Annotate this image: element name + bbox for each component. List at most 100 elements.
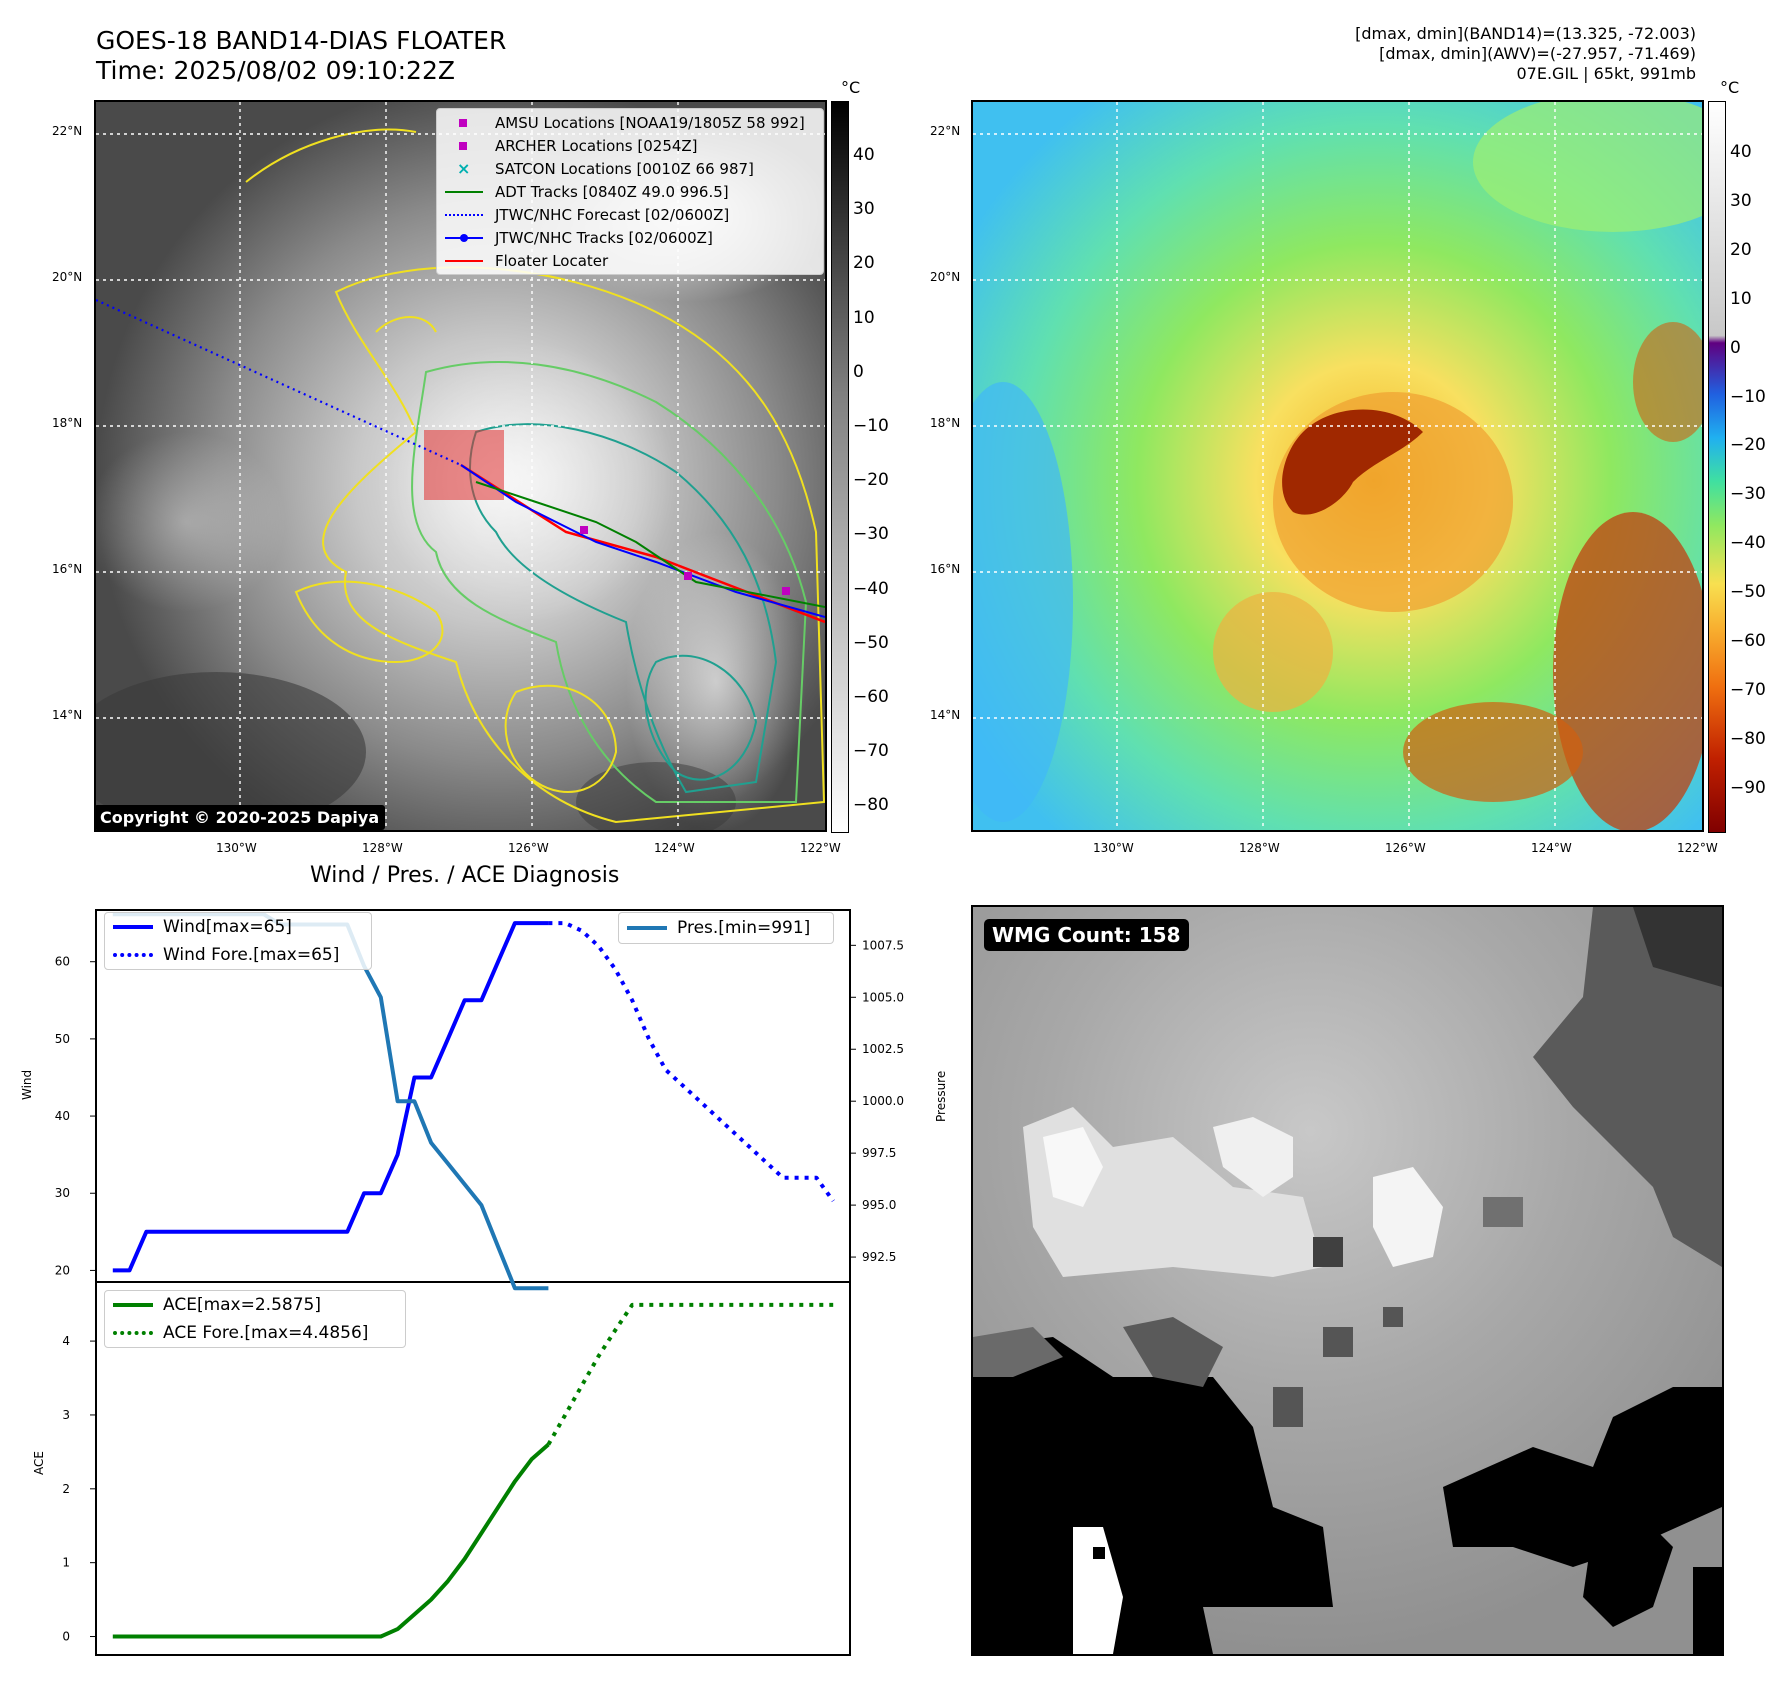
map-legend: AMSU Locations [NOAA19/1805Z 58 992] ARC… <box>436 108 824 275</box>
pressure-tick-label: 997.5 <box>862 1146 896 1160</box>
colorbar-tick-label: −80 <box>1730 728 1766 749</box>
pressure-tick-label: 1007.5 <box>862 938 904 952</box>
lat-label: 20°N <box>52 270 83 284</box>
colorbar-tick-label: 0 <box>1730 337 1741 358</box>
archer-marker <box>782 587 790 595</box>
legend-entry: ADT Tracks [0840Z 49.0 996.5] <box>437 180 823 203</box>
wind-forecast-line <box>548 921 835 1203</box>
lat-label: 18°N <box>52 416 83 430</box>
colorbar-tick-label: −10 <box>853 416 889 436</box>
pressure-tick-label: 1000.0 <box>862 1094 904 1108</box>
colorbar-tick-label: −40 <box>853 578 889 599</box>
legend-label: Pres.[min=991] <box>677 918 811 938</box>
legend-entry: Wind[max=65] <box>105 913 371 941</box>
lat-label: 14°N <box>52 708 83 722</box>
wind-tick-label: 60 <box>55 955 70 969</box>
lon-label: 126°W <box>1385 841 1426 855</box>
colorbar-unit: °C <box>1720 78 1740 97</box>
colorbar-tick-label: 0 <box>853 361 864 382</box>
legend-label: AMSU Locations [NOAA19/1805Z 58 992] <box>495 113 805 132</box>
legend-entry: ACE Fore.[max=4.4856] <box>105 1319 405 1347</box>
legend-entry: ARCHER Locations [0254Z] <box>437 134 823 157</box>
wind-tick-label: 50 <box>55 1032 70 1046</box>
legend-entry: JTWC/NHC Forecast [02/0600Z] <box>437 203 823 226</box>
colorbar-tick-label: −90 <box>1730 777 1766 798</box>
colorbar-tick-label: −50 <box>853 632 889 653</box>
colorbar-tick-label: −30 <box>1730 484 1766 505</box>
legend-label: Floater Locater <box>495 251 609 270</box>
lon-label: 128°W <box>362 841 403 855</box>
legend-entry: × SATCON Locations [0010Z 66 987] <box>457 158 754 178</box>
archer-marker <box>684 572 692 580</box>
legend-label: Wind[max=65] <box>163 917 292 937</box>
floater-box <box>424 430 504 500</box>
ace-tick-label: 3 <box>62 1408 70 1422</box>
lat-label: 14°N <box>930 708 961 722</box>
lat-label: 20°N <box>930 270 961 284</box>
legend-label: Wind Fore.[max=65] <box>163 945 340 965</box>
pressure-legend: Pres.[min=991] <box>618 912 834 944</box>
lon-label: 122°W <box>800 841 841 855</box>
legend-label: ARCHER Locations [0254Z] <box>495 136 698 155</box>
diagnosis-title: Wind / Pres. / ACE Diagnosis <box>310 863 620 888</box>
colorbar-tick-label: −70 <box>1730 679 1766 700</box>
info-storm: 07E.GIL | 65kt, 991mb <box>1516 64 1697 83</box>
colorbar-tick-label: −20 <box>1730 435 1766 456</box>
colorbar-tick-label: 20 <box>853 253 875 274</box>
legend-label: SATCON Locations [0010Z 66 987] <box>495 159 754 178</box>
color-ir-map-panel <box>971 100 1704 832</box>
colorbar-tick-label: 10 <box>853 307 875 328</box>
color-colorbar <box>1708 101 1726 833</box>
colorbar-tick-label: 30 <box>1730 190 1752 211</box>
amsu-marker <box>580 526 588 534</box>
figure-time: Time: 2025/08/02 09:10:22Z <box>96 56 455 85</box>
colorbar-tick-label: 40 <box>1730 142 1752 162</box>
pressure-tick-label: 995.0 <box>862 1198 896 1212</box>
adt-track <box>475 481 825 608</box>
lon-label: 122°W <box>1677 841 1718 855</box>
lon-label: 130°W <box>216 841 257 855</box>
lat-label: 22°N <box>52 124 83 138</box>
legend-entry: AMSU Locations [NOAA19/1805Z 58 992] <box>437 111 823 134</box>
lat-label: 16°N <box>52 562 83 576</box>
legend-entry: Floater Locater <box>437 249 823 272</box>
color-ir-map-image <box>973 102 1702 830</box>
wmg-image <box>973 907 1722 1654</box>
colorbar-tick-label: −50 <box>1730 582 1766 603</box>
jtwc-forecast-track <box>96 298 462 467</box>
legend-label: ADT Tracks [0840Z 49.0 996.5] <box>495 182 729 201</box>
wind-tick-label: 30 <box>55 1186 70 1200</box>
colorbar-tick-label: −60 <box>853 687 889 707</box>
ace-legend: ACE[max=2.5875] ACE Fore.[max=4.4856] <box>104 1290 406 1348</box>
legend-label: JTWC/NHC Tracks [02/0600Z] <box>495 228 713 247</box>
legend-entry: ACE[max=2.5875] <box>105 1291 405 1319</box>
colorbar-tick-label: 10 <box>1730 288 1752 309</box>
lon-label: 128°W <box>1239 841 1280 855</box>
ace-axes-frame <box>95 1281 851 1656</box>
pressure-tick-label: 992.5 <box>862 1250 896 1264</box>
lon-label: 124°W <box>654 841 695 855</box>
legend-label: JTWC/NHC Forecast [02/0600Z] <box>495 205 730 224</box>
lon-label: 124°W <box>1531 841 1572 855</box>
ace-tick-label: 1 <box>62 1556 70 1570</box>
colorbar-tick-label: 30 <box>853 199 875 220</box>
pressure-tick-label: 1002.5 <box>862 1042 904 1056</box>
colorbar-tick-label: −80 <box>853 795 889 816</box>
colorbar-tick-label: −20 <box>853 470 889 491</box>
colorbar-tick-label: 20 <box>1730 239 1752 260</box>
gray-colorbar <box>831 101 849 833</box>
lat-label: 16°N <box>930 562 961 576</box>
floater-track <box>460 463 825 624</box>
wind-tick-label: 20 <box>55 1263 70 1277</box>
wmg-count-badge: WMG Count: 158 <box>984 919 1189 951</box>
wind-legend: Wind[max=65] Wind Fore.[max=65] <box>104 912 372 970</box>
figure-title: GOES-18 BAND14-DIAS FLOATER <box>96 26 507 55</box>
lon-label: 126°W <box>508 841 549 855</box>
colorbar-tick-label: −70 <box>853 741 889 762</box>
ace-tick-label: 4 <box>62 1334 70 1348</box>
legend-entry: JTWC/NHC Tracks [02/0600Z] <box>437 226 823 249</box>
lat-label: 18°N <box>930 416 961 430</box>
ace-forecast-line <box>546 1302 834 1446</box>
info-awv: [dmax, dmin](AWV)=(-27.957, -71.469) <box>1379 44 1696 63</box>
